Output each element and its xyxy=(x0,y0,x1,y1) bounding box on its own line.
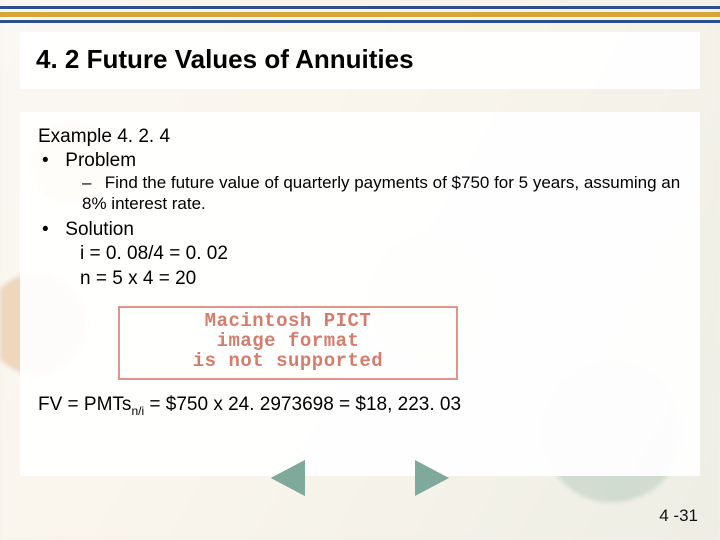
slide-title: 4. 2 Future Values of Annuities xyxy=(36,44,684,75)
pict-line1: Macintosh PICT xyxy=(130,312,446,332)
example-label: Example 4. 2. 4 xyxy=(38,126,682,148)
solution-line: n = 5 x 4 = 20 xyxy=(80,266,682,292)
top-rule xyxy=(0,12,720,17)
fv-prefix: FV = PMTs xyxy=(38,394,131,415)
solution-label: Solution xyxy=(65,219,134,240)
bullet-problem: Problem – Find the future value of quart… xyxy=(40,150,682,215)
solution-lines: i = 0. 08/4 = 0. 02n = 5 x 4 = 20 xyxy=(40,241,682,292)
problem-detail: – Find the future value of quarterly pay… xyxy=(82,172,682,215)
prev-button[interactable] xyxy=(271,460,305,496)
body-box: Example 4. 2. 4 Problem – Find the futur… xyxy=(20,112,700,476)
slide: 4. 2 Future Values of Annuities Example … xyxy=(0,0,720,540)
fv-result: FV = PMTsn/i = $750 x 24. 2973698 = $18,… xyxy=(38,394,682,418)
page-number: 4 -31 xyxy=(659,506,698,526)
fv-subscript: n/i xyxy=(131,403,144,417)
pict-line2: image format xyxy=(130,332,446,352)
problem-label: Problem xyxy=(65,150,136,171)
bullet-solution: Solution i = 0. 08/4 = 0. 02n = 5 x 4 = … xyxy=(40,219,682,292)
fv-rest: = $750 x 24. 2973698 = $18, 223. 03 xyxy=(144,394,461,415)
solution-line: i = 0. 08/4 = 0. 02 xyxy=(80,241,682,267)
top-rule xyxy=(0,6,720,9)
top-rule xyxy=(0,20,720,23)
pict-warning: Macintosh PICT image format is not suppo… xyxy=(118,306,458,380)
problem-detail-text: Find the future value of quarterly payme… xyxy=(82,173,680,213)
next-button[interactable] xyxy=(415,460,449,496)
pict-line3: is not supported xyxy=(130,352,446,372)
top-rule-group xyxy=(0,6,720,23)
dash-icon: – xyxy=(82,172,100,193)
nav-buttons xyxy=(0,460,720,496)
title-box: 4. 2 Future Values of Annuities xyxy=(20,32,700,89)
